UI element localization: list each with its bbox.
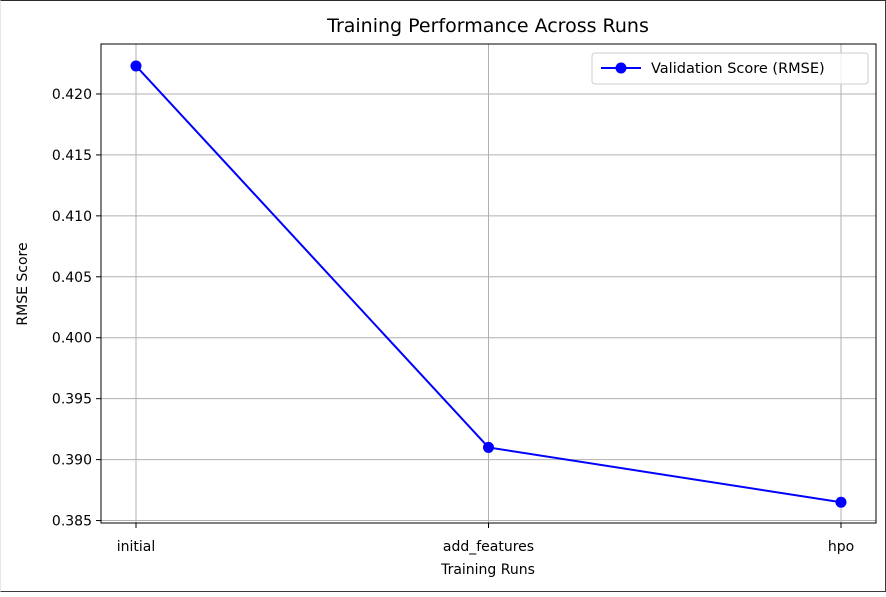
series-layer [130, 60, 847, 508]
data-point [835, 496, 847, 508]
legend-label-validation: Validation Score (RMSE) [651, 61, 825, 77]
data-point [130, 60, 142, 72]
y-tick-label: 0.395 [52, 392, 92, 408]
x-tick-label: initial [117, 539, 156, 555]
y-tick-label: 0.410 [52, 209, 92, 225]
y-axis: 0.385 0.390 0.395 0.400 0.405 0.410 0.415 0.420 [52, 87, 101, 530]
legend-marker-swatch [615, 62, 627, 74]
x-axis: initial add_features hpo [117, 523, 854, 555]
y-axis-label: RMSE Score [15, 242, 31, 325]
x-axis-label: Training Runs [440, 562, 535, 578]
y-tick-label: 0.420 [52, 87, 92, 103]
data-point [483, 441, 494, 453]
legend-box [591, 52, 869, 85]
y-tick-label: 0.400 [52, 331, 92, 347]
y-tick-label: 0.385 [52, 514, 92, 530]
legend: Validation Score (RMSE) [591, 52, 869, 85]
y-tick-label: 0.415 [52, 148, 92, 164]
y-tick-label: 0.390 [52, 453, 92, 469]
x-tick-label: add_features [443, 539, 534, 555]
y-tick-label: 0.405 [52, 270, 92, 286]
chart-title: Training Performance Across Runs [326, 15, 649, 37]
x-tick-label: hpo [828, 539, 854, 555]
